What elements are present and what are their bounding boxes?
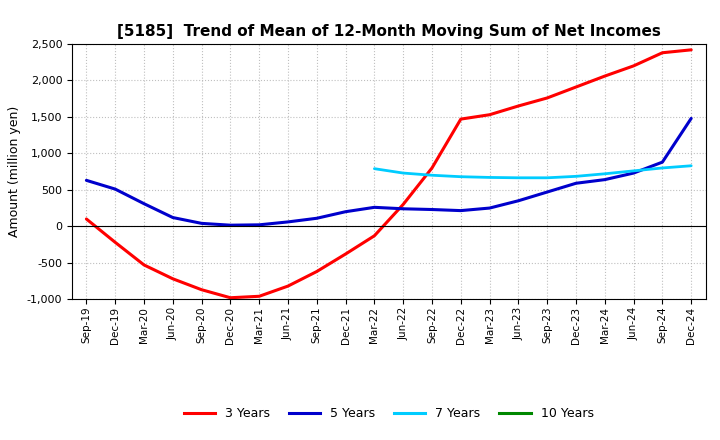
3 Years <box>658 50 667 55</box>
3 Years <box>485 112 494 117</box>
5 Years <box>485 205 494 211</box>
3 Years <box>629 63 638 69</box>
3 Years <box>82 216 91 222</box>
7 Years <box>370 166 379 171</box>
Line: 3 Years: 3 Years <box>86 50 691 298</box>
5 Years <box>456 208 465 213</box>
3 Years <box>140 262 148 268</box>
5 Years <box>428 207 436 212</box>
5 Years <box>140 201 148 206</box>
7 Years <box>543 175 552 180</box>
3 Years <box>284 283 292 289</box>
3 Years <box>226 295 235 301</box>
5 Years <box>168 215 177 220</box>
7 Years <box>485 175 494 180</box>
3 Years <box>399 202 408 207</box>
7 Years <box>514 175 523 180</box>
3 Years <box>572 84 580 90</box>
5 Years <box>399 206 408 212</box>
5 Years <box>658 159 667 165</box>
5 Years <box>255 222 264 227</box>
5 Years <box>600 177 609 182</box>
3 Years <box>312 269 321 274</box>
7 Years <box>658 165 667 171</box>
7 Years <box>629 168 638 173</box>
5 Years <box>572 181 580 186</box>
7 Years <box>600 171 609 176</box>
Line: 5 Years: 5 Years <box>86 118 691 225</box>
5 Years <box>284 219 292 224</box>
7 Years <box>572 174 580 179</box>
Line: 7 Years: 7 Years <box>374 166 691 178</box>
5 Years <box>514 198 523 203</box>
5 Years <box>82 178 91 183</box>
5 Years <box>197 221 206 226</box>
7 Years <box>687 163 696 169</box>
5 Years <box>111 187 120 192</box>
3 Years <box>514 103 523 109</box>
3 Years <box>600 73 609 79</box>
5 Years <box>629 170 638 176</box>
3 Years <box>687 47 696 52</box>
5 Years <box>312 216 321 221</box>
5 Years <box>226 223 235 228</box>
5 Years <box>370 205 379 210</box>
3 Years <box>111 240 120 245</box>
Legend: 3 Years, 5 Years, 7 Years, 10 Years: 3 Years, 5 Years, 7 Years, 10 Years <box>179 403 598 425</box>
3 Years <box>197 287 206 292</box>
3 Years <box>428 165 436 171</box>
5 Years <box>687 116 696 121</box>
7 Years <box>456 174 465 180</box>
3 Years <box>255 293 264 299</box>
5 Years <box>341 209 350 214</box>
5 Years <box>543 189 552 194</box>
3 Years <box>168 276 177 282</box>
Y-axis label: Amount (million yen): Amount (million yen) <box>8 106 21 237</box>
7 Years <box>399 170 408 176</box>
3 Years <box>341 251 350 257</box>
3 Years <box>370 233 379 238</box>
3 Years <box>456 117 465 122</box>
3 Years <box>543 95 552 101</box>
7 Years <box>428 172 436 178</box>
Title: [5185]  Trend of Mean of 12-Month Moving Sum of Net Incomes: [5185] Trend of Mean of 12-Month Moving … <box>117 24 661 39</box>
